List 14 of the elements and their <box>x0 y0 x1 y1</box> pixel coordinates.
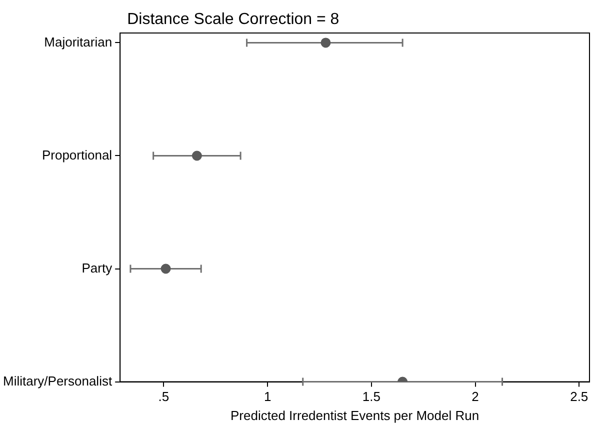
x-tick-label: 1 <box>264 389 272 404</box>
point <box>320 38 331 48</box>
y-tick-label: Party <box>82 260 113 276</box>
y-tick-label: Military/Personalist <box>2 373 112 388</box>
x-tick-label: 1.5 <box>362 389 380 404</box>
chart-title: Distance Scale Correction = 8 <box>127 11 340 28</box>
point <box>192 150 202 161</box>
x-tick-label: .5 <box>158 389 170 404</box>
y-tick-label: Majoritarian <box>44 34 112 50</box>
x-axis-title: Predicted Irredentist Events per Model Run <box>230 408 480 423</box>
x-tick-label: 2.5 <box>570 389 588 404</box>
x-tick-label: 2 <box>472 389 479 404</box>
y-tick-label: Proportional <box>42 147 112 162</box>
point <box>160 264 171 274</box>
